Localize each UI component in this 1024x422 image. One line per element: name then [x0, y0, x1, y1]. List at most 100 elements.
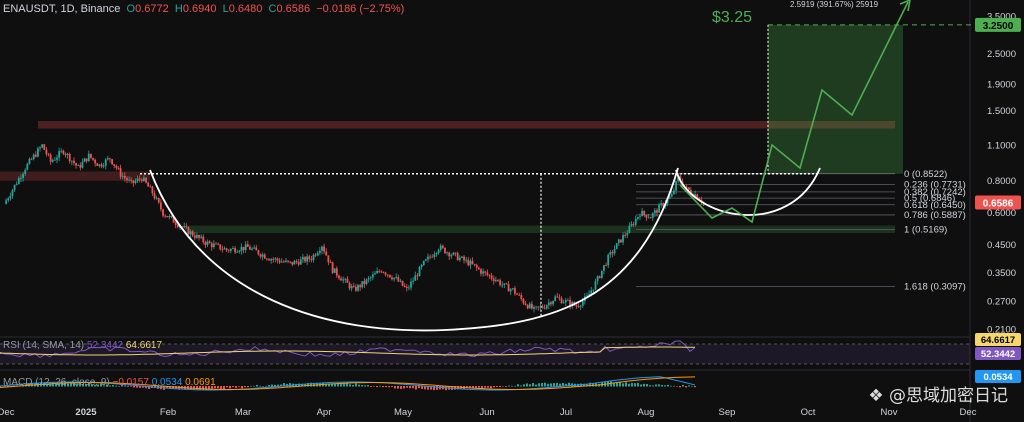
candle-body — [238, 251, 241, 252]
macd-histogram-bar — [349, 384, 351, 387]
support-zone — [185, 225, 895, 234]
macd-histogram-bar — [586, 384, 588, 387]
macd-histogram-bar — [46, 384, 48, 387]
candle-body — [524, 303, 527, 305]
macd-histogram-bar — [202, 386, 204, 391]
macd-histogram-bar — [64, 382, 66, 387]
fib-label-0.5: 0.5 (0.6846) — [904, 193, 955, 204]
y-tick-label: 0.3500 — [987, 268, 1016, 279]
watermark-text: 思域加密日记 — [906, 386, 1008, 406]
macd-legend[interactable]: MACD (12, 26, close, 9) −0.0157 0.0534 0… — [3, 377, 216, 388]
candle-body — [488, 274, 491, 276]
macd-histogram-bar — [301, 383, 303, 387]
candle-body — [96, 163, 99, 166]
low-label: L — [222, 3, 229, 15]
candle-body — [274, 258, 277, 260]
candle-body — [276, 258, 279, 261]
candle-body — [484, 271, 487, 273]
candle-body — [333, 268, 336, 273]
candle-body — [408, 287, 410, 289]
y-tick-label: 0.2100 — [987, 325, 1016, 336]
candle-body — [217, 243, 220, 245]
macd-histogram-bar — [88, 383, 90, 387]
y-tick-label: 0.6000 — [987, 208, 1016, 219]
candle-body — [149, 186, 152, 188]
macd-histogram-bar — [310, 382, 312, 387]
candle-body — [467, 259, 470, 266]
candle-body — [147, 182, 150, 187]
macd-histogram-bar — [562, 382, 564, 387]
macd-histogram-bar — [91, 384, 93, 387]
candle-body — [552, 300, 554, 305]
candle-body — [461, 256, 463, 258]
candle-body — [641, 210, 644, 217]
macd-histogram-bar — [505, 386, 507, 387]
candle-body — [287, 260, 289, 262]
candle-body — [567, 299, 569, 301]
symbol-label[interactable]: ENAUSDT, 1D, Binance — [3, 3, 121, 15]
candle-body — [365, 279, 368, 284]
macd-histogram-bar — [571, 383, 573, 387]
candle-body — [210, 243, 213, 248]
y-tick-label: 2.5000 — [987, 49, 1016, 60]
macd-histogram-bar — [487, 386, 489, 388]
candle-body — [223, 248, 226, 250]
macd-histogram-bar — [289, 383, 291, 387]
candle-body — [380, 271, 383, 273]
candle-body — [308, 256, 311, 260]
candle-body — [157, 197, 160, 203]
candle-body — [615, 243, 618, 250]
candle-body — [187, 227, 190, 235]
watermark: ❖ @思域加密日记 — [868, 386, 1008, 406]
fib-label-0.382: 0.382 (0.7242) — [904, 187, 966, 198]
macd-histogram-bar — [676, 386, 678, 387]
x-tick-label: Sep — [719, 407, 736, 418]
candle-body — [98, 164, 101, 166]
candle-body — [560, 298, 563, 304]
candle-body — [636, 216, 639, 219]
candle-body — [170, 215, 173, 217]
rsi-legend-value-1: 52.3442 — [86, 340, 124, 351]
change-value: −0.0186 (−2.75%) — [316, 3, 405, 15]
candle-body — [397, 277, 400, 282]
macd-legend-value-2: 0.0534 — [151, 377, 183, 388]
macd-histogram-bar — [136, 386, 138, 388]
candle-body — [51, 160, 54, 162]
candle-body — [630, 223, 633, 226]
candle-body — [236, 251, 239, 253]
macd-histogram-bar — [58, 383, 60, 387]
candle-body — [189, 231, 192, 235]
candle-body — [469, 260, 472, 266]
macd-line — [0, 376, 696, 391]
candle-body — [285, 260, 287, 262]
candle-body — [410, 281, 412, 288]
rsi-legend[interactable]: RSI (14, SMA, 14) 52.3442 64.6617 — [3, 340, 162, 351]
rsi-value-badge: 52.3442 — [981, 349, 1015, 360]
candle-body — [79, 165, 82, 168]
candle-body — [22, 173, 24, 178]
candle-body — [530, 303, 533, 309]
candle-body — [448, 252, 451, 257]
candle-body — [85, 158, 88, 162]
macd-histogram-bar — [688, 385, 690, 387]
candle-body — [363, 281, 366, 284]
candle-body — [128, 179, 130, 181]
candle-body — [282, 261, 285, 263]
candle-body — [405, 286, 408, 288]
candle-body — [600, 270, 603, 278]
macd-histogram-bar — [469, 386, 471, 388]
candle-body — [242, 246, 245, 251]
x-tick-label: Jul — [560, 407, 572, 418]
candle-body — [647, 217, 650, 219]
candle-body — [505, 283, 508, 285]
open-label: O — [126, 3, 136, 15]
macd-histogram-bar — [364, 385, 366, 387]
x-tick-label: Oct — [801, 407, 816, 418]
candle-body — [202, 236, 205, 243]
candle-body — [374, 273, 376, 275]
candle-body — [39, 147, 41, 149]
candle-body — [475, 264, 478, 268]
macd-histogram-bar — [304, 383, 306, 387]
candle-body — [198, 234, 200, 238]
